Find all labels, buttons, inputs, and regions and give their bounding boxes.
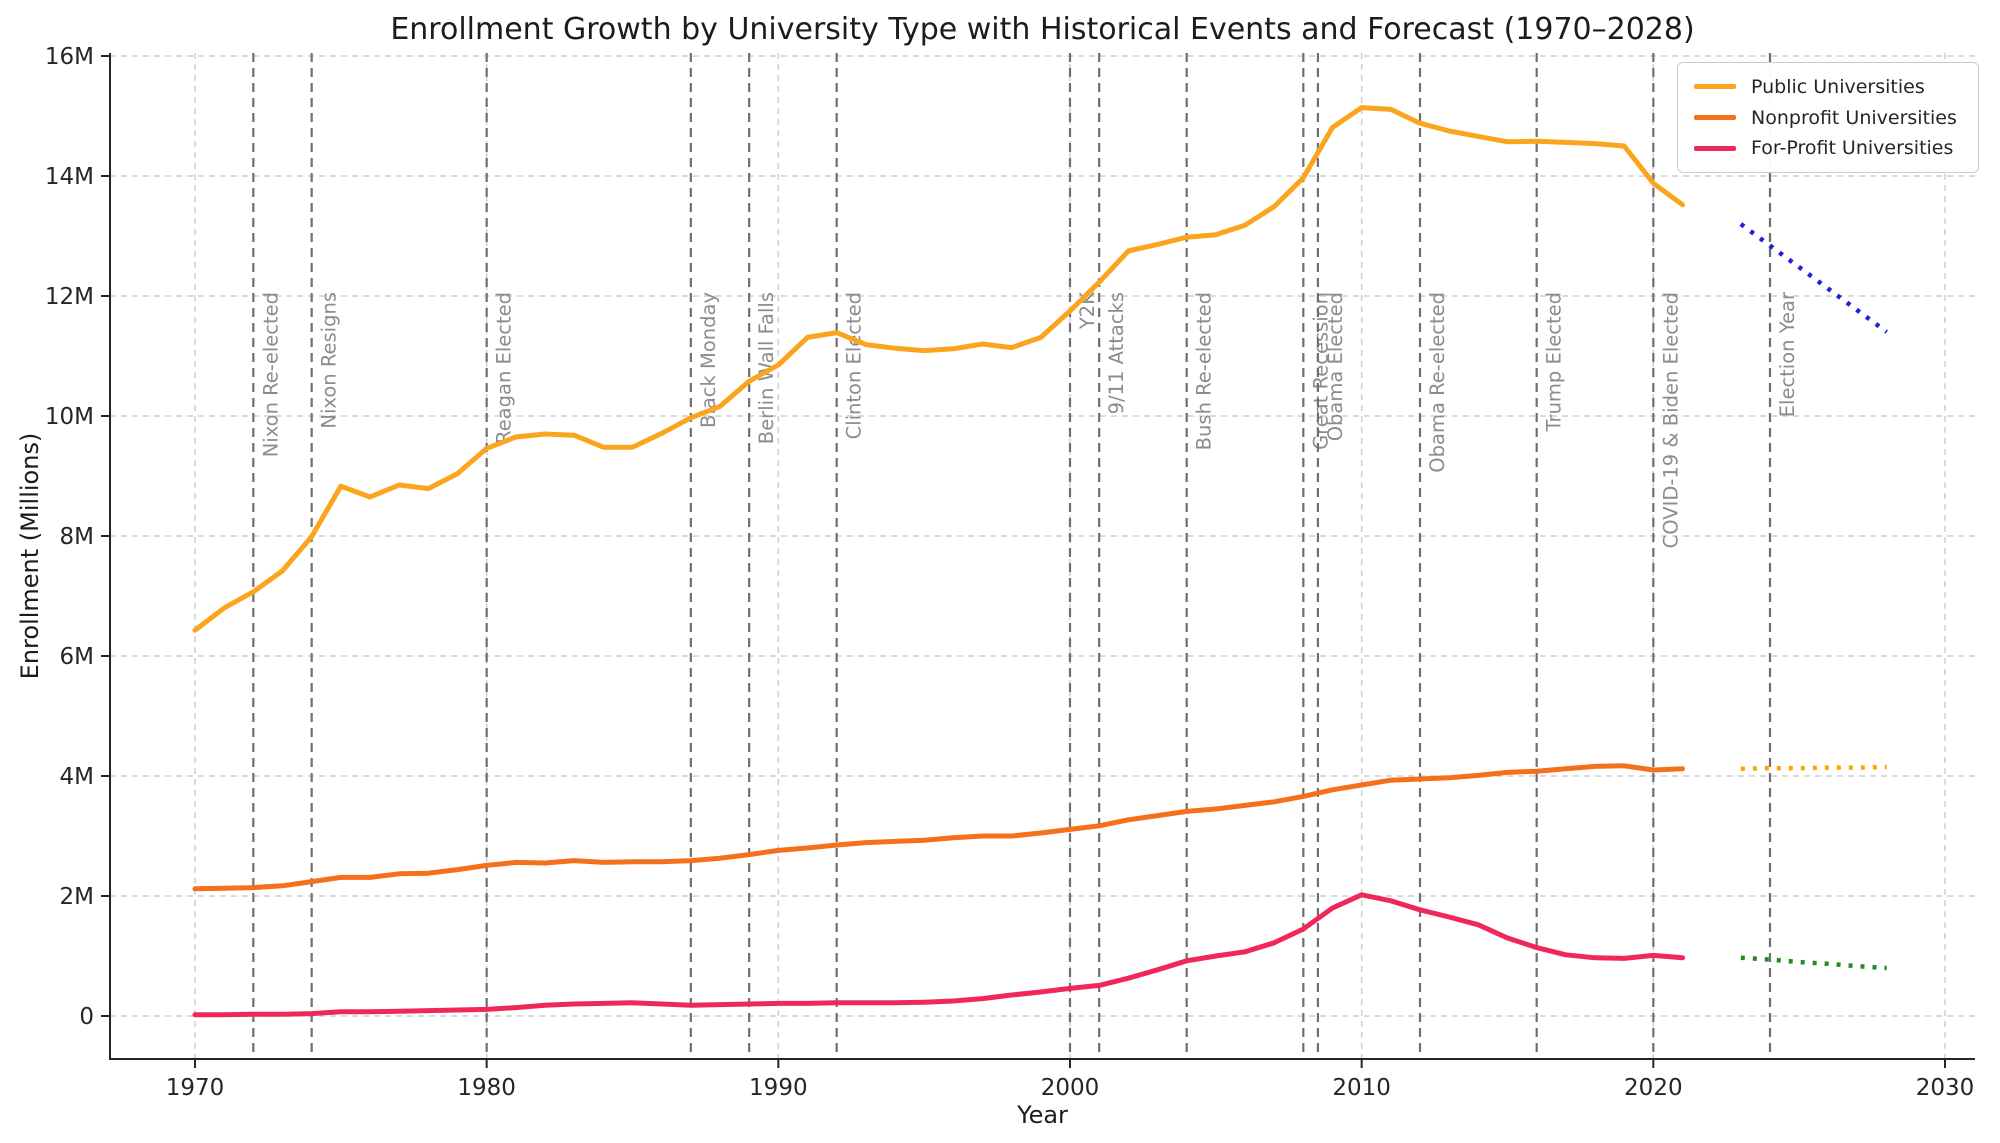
y-tick-label: 14M	[45, 164, 94, 190]
event-label-bush-re-elected: Bush Re-elected	[1193, 292, 1216, 450]
series-line-nonprofit-universities	[192, 763, 1686, 892]
legend-item-forprofit: For-Profit Universities	[1694, 137, 1968, 159]
y-tick-label: 4M	[60, 764, 94, 790]
legend: Public Universities Nonprofit Universiti…	[1677, 62, 1979, 173]
legend-item-nonprofit: Nonprofit Universities	[1694, 107, 1968, 129]
x-tick-label: 1990	[749, 1075, 808, 1101]
y-tick-label: 2M	[60, 884, 94, 910]
y-axis-title: Enrollment (Millions)	[16, 432, 44, 680]
y-tick-label: 12M	[45, 284, 94, 310]
forecast-line-public-universities-forecast	[1739, 222, 1889, 334]
legend-swatch-forprofit-icon	[1694, 145, 1736, 151]
legend-item-public: Public Universities	[1694, 76, 1968, 98]
event-label-reagan-elected: Reagan Elected	[493, 292, 516, 444]
y-tick-label: 10M	[45, 404, 94, 430]
event-label-election-year: Election Year	[1776, 291, 1799, 417]
event-label-covid-19-biden-elected: COVID-19 & Biden Elected	[1659, 292, 1682, 548]
x-tick-label: 1970	[166, 1075, 225, 1101]
event-label-black-monday: Black Monday	[697, 292, 720, 428]
event-label-nixon-re-elected: Nixon Re-elected	[259, 292, 282, 457]
x-tick-label: 1980	[457, 1075, 516, 1101]
series-line-public-universities	[192, 105, 1686, 633]
event-label-obama-re-elected: Obama Re-elected	[1426, 292, 1449, 473]
event-label-clinton-elected: Clinton Elected	[843, 292, 866, 439]
event-label-9-11-attacks: 9/11 Attacks	[1105, 292, 1128, 414]
legend-swatch-nonprofit-icon	[1694, 115, 1736, 120]
forecast-line-nonprofit-universities-forecast	[1740, 764, 1887, 772]
x-tick-label: 2020	[1624, 1075, 1683, 1101]
x-axis-title: Year	[1017, 1101, 1068, 1129]
legend-label-public: Public Universities	[1751, 75, 1925, 98]
event-label-obama-elected: Obama Elected	[1324, 292, 1347, 441]
legend-swatch-public-icon	[1694, 84, 1736, 90]
x-tick-label: 2000	[1041, 1075, 1100, 1101]
event-label-nixon-resigns: Nixon Resigns	[318, 292, 341, 429]
event-label-berlin-wall-falls: Berlin Wall Falls	[755, 292, 778, 444]
y-tick-label: 16M	[45, 44, 94, 70]
y-tick-label: 0	[79, 1004, 94, 1030]
forecast-line-for-profit-universities-forecast	[1740, 955, 1887, 971]
y-tick-label: 8M	[60, 524, 94, 550]
event-label-great-recession: Great Recession	[1309, 292, 1332, 450]
x-tick-label: 2010	[1332, 1075, 1391, 1101]
x-tick-label: 2030	[1916, 1075, 1975, 1101]
legend-label-nonprofit: Nonprofit Universities	[1751, 106, 1957, 129]
series-line-for-profit-universities	[192, 892, 1686, 1018]
chart-title: Enrollment Growth by University Type wit…	[390, 12, 1695, 47]
y-tick-label: 6M	[60, 644, 94, 670]
event-label-trump-elected: Trump Elected	[1543, 292, 1566, 432]
legend-label-forprofit: For-Profit Universities	[1751, 137, 1954, 160]
